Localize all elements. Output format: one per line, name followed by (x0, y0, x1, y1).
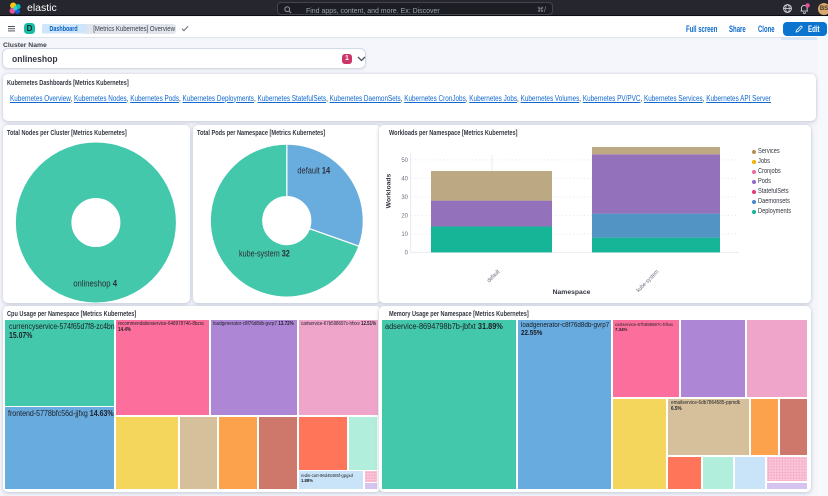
svg-text:kube-system 32: kube-system 32 (239, 249, 290, 259)
svg-text:30: 30 (401, 195, 408, 201)
svg-text:10: 10 (401, 232, 408, 238)
svg-text:Workloads: Workloads (386, 173, 393, 208)
svg-text:20: 20 (401, 213, 408, 219)
svg-text:Namespace: Namespace (553, 289, 591, 296)
svg-text:default 14: default 14 (297, 166, 330, 176)
svg-text:onlineshop 4: onlineshop 4 (73, 278, 117, 289)
svg-text:50: 50 (401, 158, 408, 164)
svg-text:0: 0 (405, 250, 409, 256)
svg-text:40: 40 (401, 176, 408, 182)
